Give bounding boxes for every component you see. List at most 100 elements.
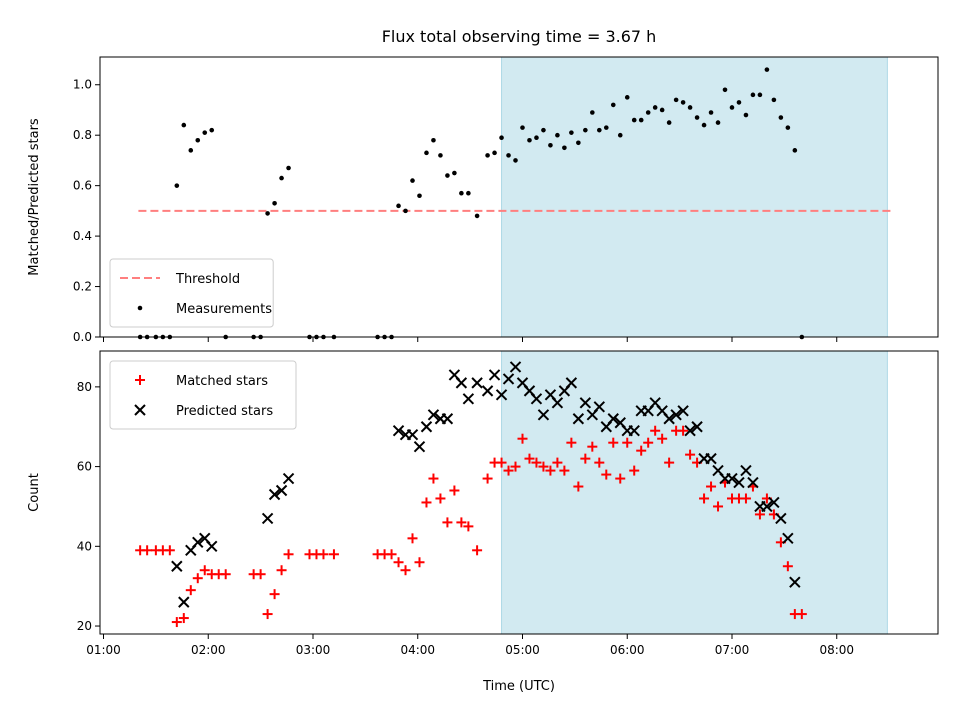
matched-star-point [496, 457, 507, 468]
matched-star-point [482, 473, 493, 484]
predicted-star-point [677, 405, 689, 417]
matched-star-point [328, 549, 339, 560]
predicted-star-point [579, 397, 592, 409]
x-tick-label: 04:00 [400, 643, 435, 657]
measurement-point [174, 183, 180, 188]
matched-star-point [255, 569, 266, 580]
matched-star-point [199, 565, 210, 576]
measurement-point [694, 115, 700, 120]
predicted-star-point [413, 440, 426, 453]
measurement-point [569, 130, 574, 135]
predicted-star-point [462, 393, 475, 405]
predicted-star-point [607, 413, 619, 425]
y-tick-label: 20 [77, 619, 92, 633]
y-tick-label: 60 [77, 460, 92, 474]
measurement-point [403, 208, 408, 214]
matched-star-point [524, 453, 535, 464]
matched-star-point [178, 613, 189, 624]
matched-star-point [657, 433, 668, 444]
legend: Threshold Measurements [109, 258, 274, 328]
measurement-point [417, 193, 422, 199]
predicted-star-point [261, 512, 274, 525]
predicted-star-point [441, 413, 454, 425]
legend-box [109, 258, 274, 328]
matched-star-point [664, 457, 675, 468]
matched-star-point [552, 457, 563, 468]
matched-star-point [449, 485, 460, 496]
matched-star-point [171, 617, 182, 628]
y-tick-label: 0.2 [73, 280, 92, 294]
measurement-point [659, 107, 665, 113]
predicted-star-point [192, 536, 204, 549]
measurement-point [548, 142, 553, 148]
predicted-star-point [768, 496, 780, 509]
matched-star-point [393, 557, 404, 568]
matched-star-point [685, 449, 696, 460]
matched-star-point [782, 561, 793, 572]
measurement-point [583, 127, 588, 133]
measurement-point [652, 105, 658, 110]
predicted-star-point [455, 377, 468, 389]
matched-star-point [713, 501, 724, 512]
predicted-star-point [481, 385, 494, 397]
matched-star-point [510, 461, 521, 472]
matched-star-point [587, 441, 598, 452]
legend-label: Threshold [175, 272, 240, 287]
matched-star-point [601, 469, 612, 480]
measurement-point [701, 122, 707, 128]
predicted-star-point [471, 377, 483, 389]
predicted-star-point [502, 373, 515, 385]
measurement-point [527, 137, 532, 143]
legend-x-swatch [134, 404, 146, 416]
measurement-point [687, 105, 693, 110]
matched-star-point [472, 545, 483, 556]
measurement-point [708, 110, 714, 115]
measurement-point [466, 190, 471, 196]
predicted-star-point [427, 409, 440, 421]
predicted-star-point [705, 452, 717, 465]
matched-star-point [517, 433, 528, 444]
matched-star-point [580, 453, 591, 464]
measurement-point [181, 122, 187, 128]
matched-star-point [608, 437, 619, 448]
predicted-star-point [761, 500, 773, 513]
x-tick-label: 01:00 [86, 643, 121, 657]
matched-star-point [643, 437, 654, 448]
measurement-point [452, 170, 457, 176]
predicted-star-point [530, 393, 543, 405]
measurement-point [729, 105, 735, 110]
measurement-point [562, 145, 567, 151]
predicted-star-point [670, 409, 682, 421]
measurement-point [513, 158, 518, 163]
measurement-point [624, 95, 630, 100]
y-tick-label: 1.0 [73, 78, 92, 92]
y-tick-label: 0.4 [73, 229, 92, 243]
legend-label: Predicted stars [176, 404, 273, 419]
axes-frame [99, 56, 939, 338]
top-panel: 0.0 0.2 0.4 0.6 0.8 1.0 Matched/Predicted star… [27, 56, 939, 344]
matched-star-point [164, 545, 175, 556]
measurement-point [743, 112, 749, 118]
measurement-point [188, 148, 194, 153]
measurement-point [555, 132, 560, 138]
measurement-point [610, 102, 616, 108]
measurement-point [195, 137, 201, 143]
predicted-star-point [420, 421, 433, 433]
matched-star-point [463, 521, 474, 532]
measurement-point [431, 137, 436, 143]
predicted-star-point [206, 540, 218, 553]
predicted-star-point [684, 425, 696, 437]
legend: Matched stars Predicted stars [109, 360, 297, 430]
predicted-star-point [275, 484, 288, 497]
matched-star-point [629, 465, 640, 476]
predicted-star-point [565, 377, 578, 389]
matched-star-point [566, 437, 577, 448]
predicted-star-point [495, 389, 508, 401]
measurement-point [396, 203, 401, 209]
measurement-point [778, 115, 784, 120]
matched-star-point [650, 425, 661, 436]
measurement-point [485, 153, 490, 158]
measurement-point [785, 125, 791, 130]
y-tick-label: 0.0 [73, 330, 92, 344]
measurement-point [666, 120, 672, 125]
